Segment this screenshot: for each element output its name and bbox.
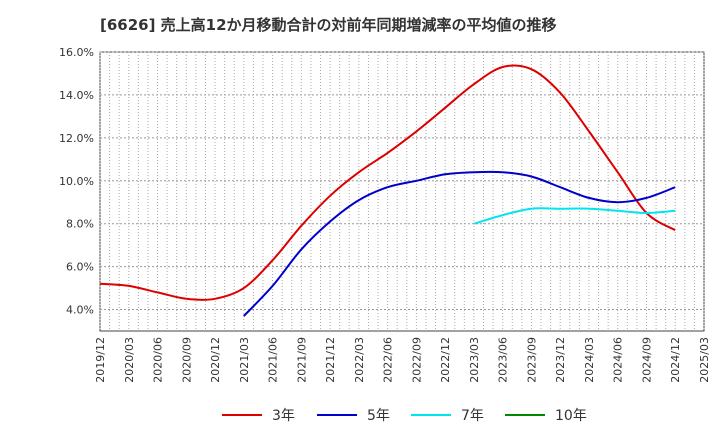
legend-label: 5年 — [367, 408, 390, 424]
series-line-3 — [473, 207, 676, 225]
y-tick-label: 4.0% — [66, 304, 94, 317]
y-tick-label: 14.0% — [59, 89, 94, 102]
x-tick-label: 2021/03 — [238, 337, 251, 383]
x-tick-label: 2020/06 — [152, 337, 165, 383]
chart-legend: 3年 5年 7年 10年 — [0, 400, 720, 430]
legend-swatch — [411, 414, 451, 416]
legend-label: 10年 — [555, 408, 587, 424]
x-tick-label: 2021/06 — [267, 337, 280, 383]
y-tick-label: 8.0% — [66, 218, 94, 231]
x-tick-label: 2019/12 — [94, 337, 107, 383]
legend-label: 7年 — [461, 408, 484, 424]
x-tick-label: 2022/03 — [353, 337, 366, 383]
legend-swatch — [222, 414, 262, 416]
x-tick-label: 2021/09 — [295, 337, 308, 383]
legend-item: 7年 — [411, 404, 484, 426]
x-tick-label: 2024/06 — [612, 337, 625, 383]
x-tick-label: 2023/03 — [468, 337, 481, 383]
line-chart: 4.0% 6.0% 8.0% 10.0% 12.0% 14.0% 16.0% 2019/12… — [59, 46, 711, 383]
legend-item: 10年 — [505, 404, 587, 426]
plot-area — [99, 51, 705, 332]
x-tick-label: 2025/03 — [698, 337, 711, 383]
x-tick-label: 2020/12 — [209, 337, 222, 383]
y-tick-label: 10.0% — [59, 175, 94, 188]
legend-label: 3年 — [272, 408, 295, 424]
y-tick-label: 16.0% — [59, 46, 94, 59]
x-tick-label: 2020/03 — [123, 337, 136, 383]
x-tick-label: 2022/09 — [410, 337, 423, 383]
legend-swatch — [505, 414, 545, 416]
x-tick-label: 2020/09 — [180, 337, 193, 383]
y-tick-label: 6.0% — [66, 261, 94, 274]
legend-item: 5年 — [317, 404, 390, 426]
x-tick-label: 2022/06 — [382, 337, 395, 383]
x-tick-label: 2021/12 — [324, 337, 337, 383]
legend-item: 3年 — [222, 404, 295, 426]
x-tick-label: 2023/12 — [554, 337, 567, 383]
y-tick-label: 12.0% — [59, 132, 94, 145]
chart-title: [6626] 売上高12か月移動合計の対前年同期増減率の平均値の推移 — [100, 16, 557, 34]
x-tick-label: 2023/09 — [525, 337, 538, 383]
x-tick-label: 2023/06 — [497, 337, 510, 383]
series-line-2 — [243, 170, 676, 317]
x-tick-label: 2024/03 — [583, 337, 596, 383]
legend-swatch — [317, 414, 357, 416]
x-tick-label: 2022/12 — [439, 337, 452, 383]
x-tick-label: 2024/12 — [669, 337, 682, 383]
series-line-1 — [99, 64, 676, 301]
x-tick-label: 2024/09 — [640, 337, 653, 383]
